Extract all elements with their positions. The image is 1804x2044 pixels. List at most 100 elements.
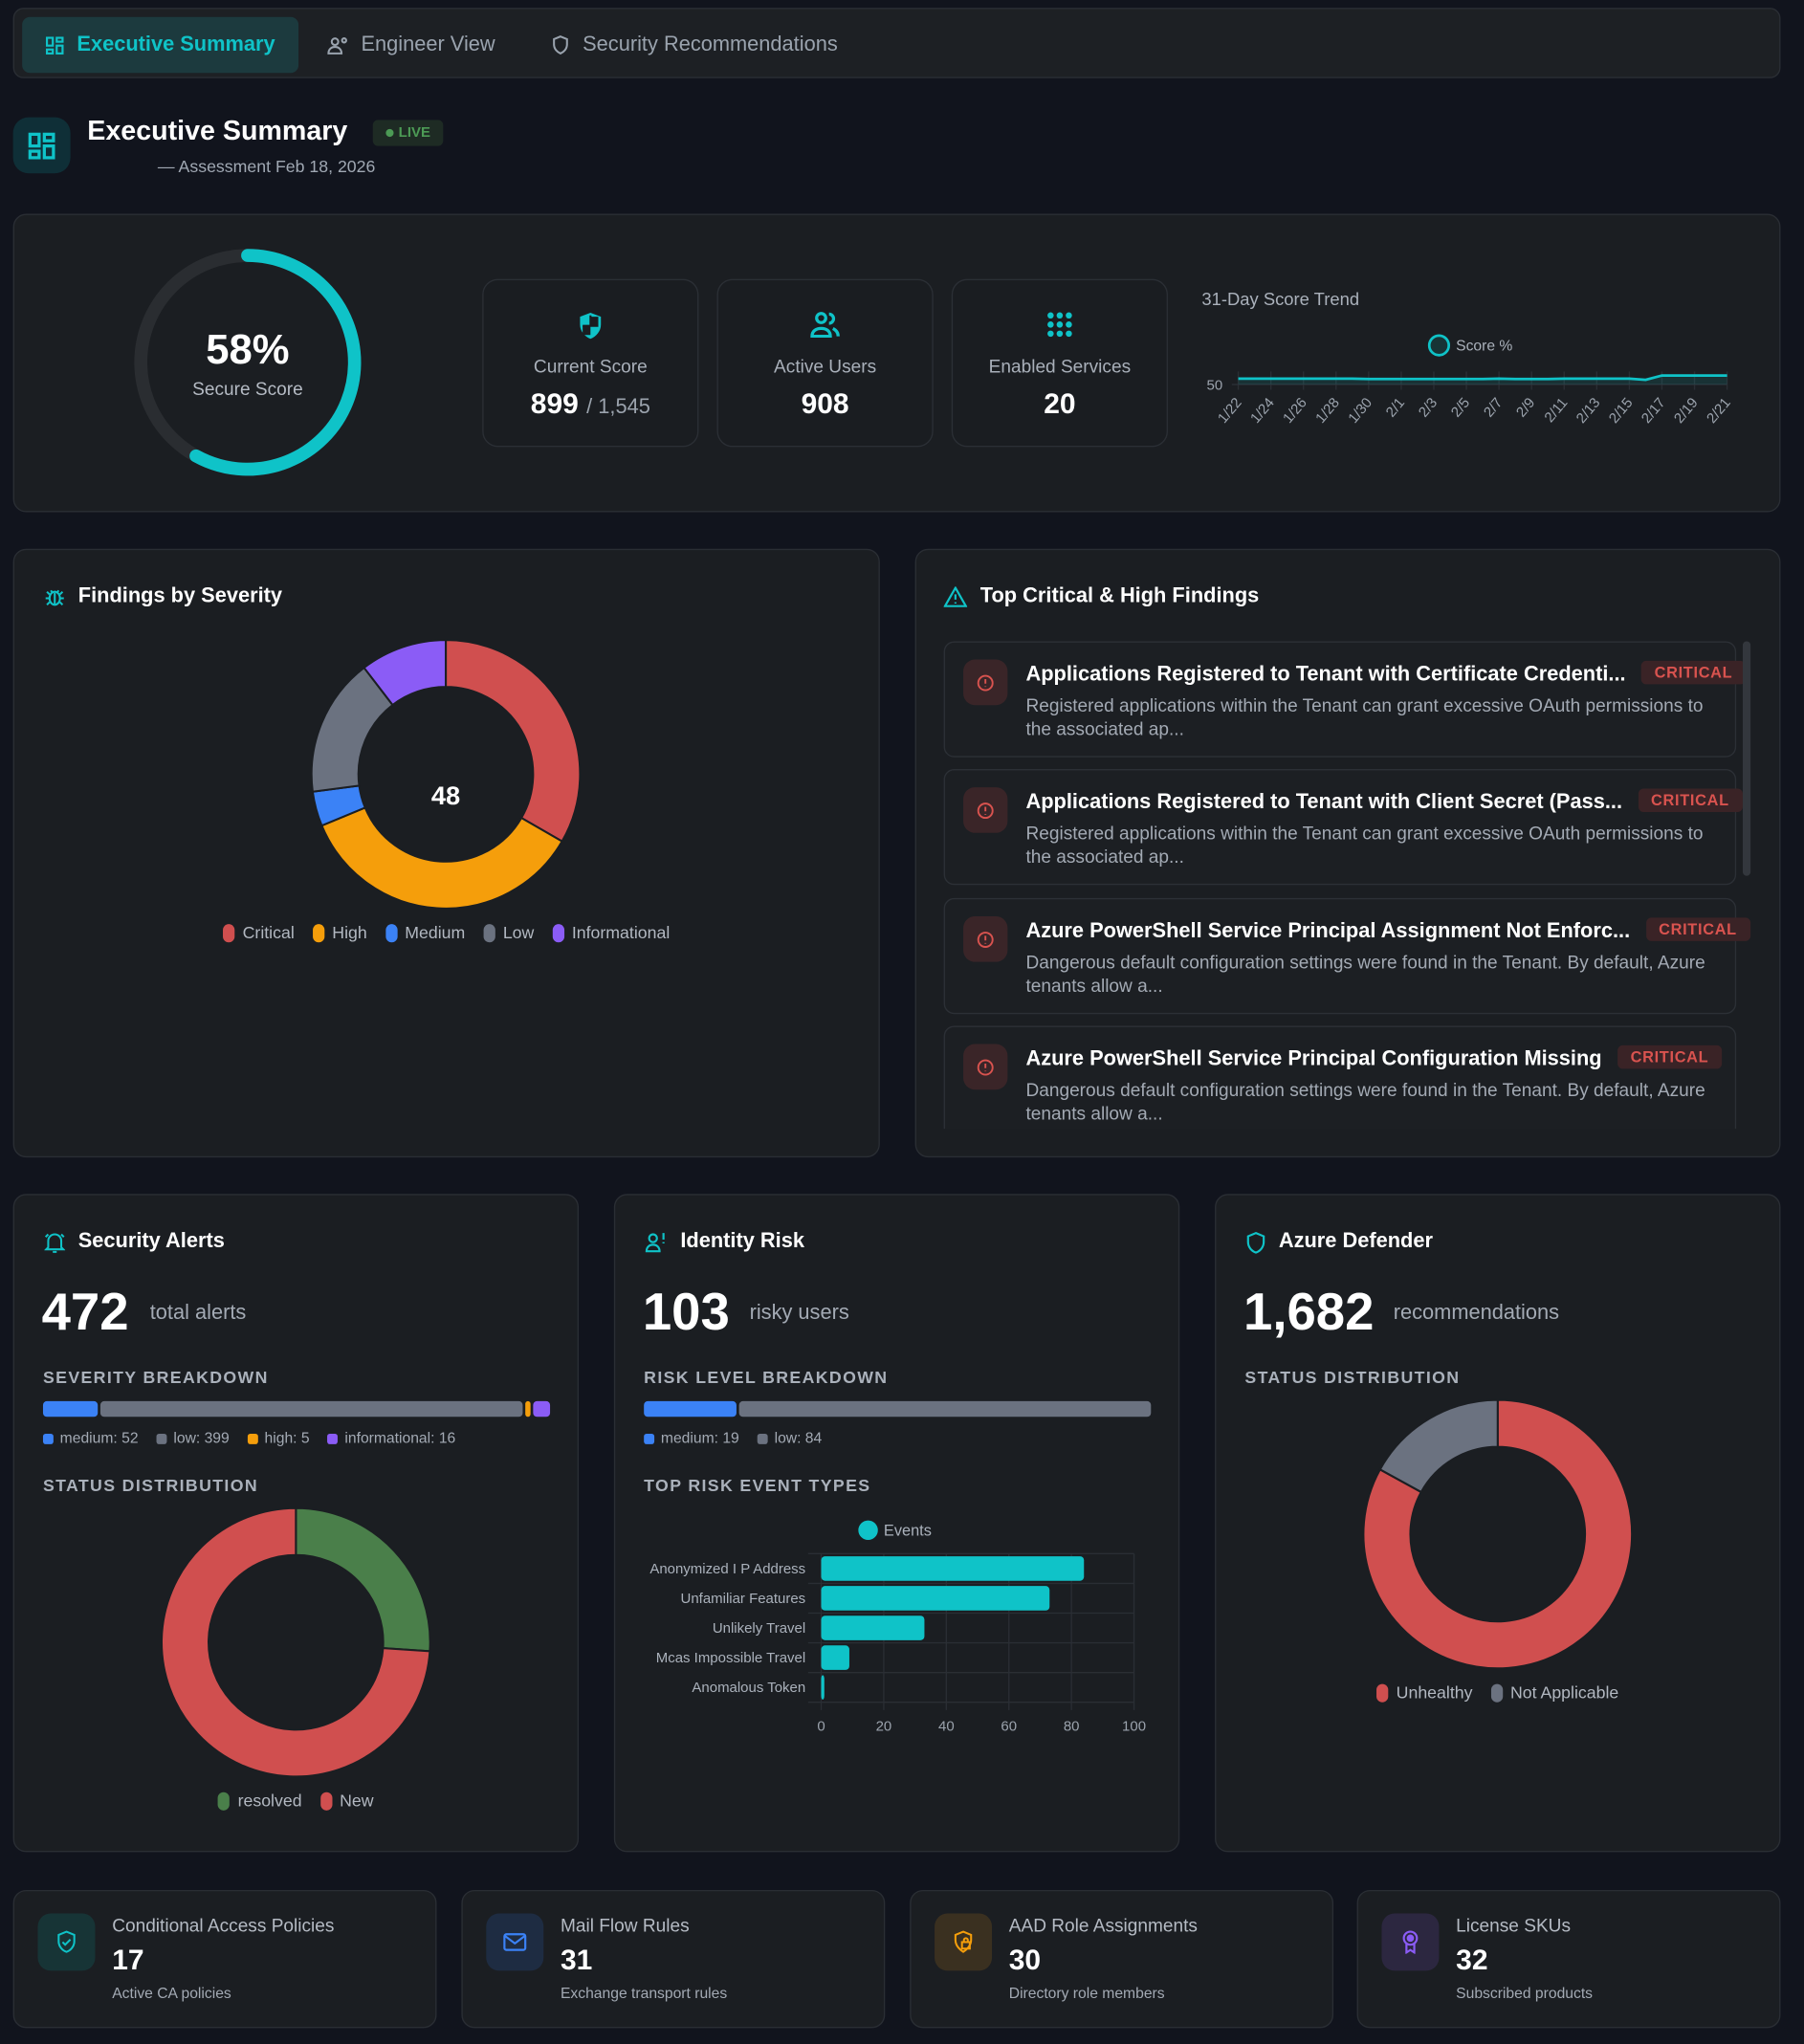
panel-title-text: Azure Defender xyxy=(1278,1230,1433,1253)
legend-item: medium: 52 xyxy=(42,1431,139,1447)
defender-status-donut xyxy=(1362,1398,1634,1670)
donut-slice[interactable] xyxy=(1362,1398,1634,1670)
section-label: STATUS DISTRIBUTION xyxy=(1244,1367,1461,1387)
bar-segment xyxy=(739,1400,1152,1418)
legend-label: Critical xyxy=(242,922,295,943)
legend-swatch xyxy=(1376,1682,1389,1703)
stat-label: Current Score xyxy=(533,356,648,377)
tab-security-recommendations[interactable]: Security Recommendations xyxy=(528,17,861,74)
x-tick-label: 40 xyxy=(938,1719,955,1735)
legend-item[interactable]: resolved xyxy=(218,1791,302,1811)
alert-status-donut xyxy=(160,1506,431,1778)
card-subtitle: Subscribed products xyxy=(1456,1986,1594,2003)
finding-item[interactable]: Azure PowerShell Service Principal Confi… xyxy=(943,1025,1737,1130)
event-bar[interactable] xyxy=(821,1615,925,1640)
severity-badge: CRITICAL xyxy=(1645,917,1750,941)
x-tick-label: 2/15 xyxy=(1606,395,1637,427)
x-tick-label: 2/11 xyxy=(1541,395,1571,426)
mail-icon xyxy=(486,1913,544,1971)
card-subtitle: Exchange transport rules xyxy=(560,1986,728,2003)
legend-item[interactable]: Not Applicable xyxy=(1490,1682,1618,1703)
alert-icon xyxy=(963,659,1008,706)
category-label: Mcas Impossible Travel xyxy=(656,1650,805,1666)
bell-icon xyxy=(44,1232,66,1253)
card-mail-flow-rules[interactable]: Mail Flow Rules 31 Exchange transport ru… xyxy=(461,1889,886,2029)
legend-item[interactable]: New xyxy=(319,1791,374,1811)
card-value: 17 xyxy=(112,1943,144,1976)
legend-item: informational: 16 xyxy=(327,1431,455,1447)
legend-swatch xyxy=(552,923,564,942)
x-tick-label: 1/26 xyxy=(1280,395,1310,427)
legend-item[interactable]: Unhealthy xyxy=(1376,1682,1473,1703)
risky-users-total: 103 xyxy=(642,1284,730,1342)
finding-item[interactable]: Applications Registered to Tenant with C… xyxy=(943,641,1746,758)
legend-label: Low xyxy=(502,922,535,943)
card-label: AAD Role Assignments xyxy=(1008,1914,1198,1936)
legend-item[interactable]: Medium xyxy=(385,923,465,942)
bug-icon xyxy=(45,589,64,606)
dashboard-icon xyxy=(45,35,64,55)
donut-slice[interactable] xyxy=(160,1506,431,1778)
user-warning-icon xyxy=(645,1233,665,1253)
legend-label: Informational xyxy=(571,922,671,943)
azure-defender-panel xyxy=(1215,1194,1781,1853)
legend-item[interactable]: Critical xyxy=(223,923,295,942)
section-label: TOP RISK EVENT TYPES xyxy=(644,1475,871,1496)
risk-level-legend: medium: 19 low: 84 xyxy=(644,1431,822,1447)
panel-title: Security Alerts xyxy=(44,1230,225,1254)
card-subtitle: Directory role members xyxy=(1008,1986,1165,2003)
panel-title: Azure Defender xyxy=(1246,1230,1433,1254)
severity-legend: Critical High Medium Low Informational xyxy=(13,923,880,942)
y-tick-label: 50 xyxy=(1207,377,1223,393)
card-label: Mail Flow Rules xyxy=(560,1914,690,1936)
legend-swatch xyxy=(312,923,325,942)
ring-progress xyxy=(134,249,362,476)
card-label: License SKUs xyxy=(1456,1914,1571,1936)
donut-slice[interactable] xyxy=(1378,1398,1499,1494)
event-bar[interactable] xyxy=(821,1556,1085,1581)
event-bar[interactable] xyxy=(821,1675,825,1700)
finding-item[interactable]: Azure PowerShell Service Principal Assig… xyxy=(943,897,1750,1015)
card-license-skus[interactable]: License SKUs 32 Subscribed products xyxy=(1356,1889,1781,2029)
recommendations-label: recommendations xyxy=(1393,1302,1560,1325)
bar-segment xyxy=(100,1400,523,1418)
tab-engineer-view[interactable]: Engineer View xyxy=(304,17,519,74)
legend-item[interactable]: High xyxy=(312,923,367,942)
section-label: STATUS DISTRIBUTION xyxy=(42,1475,258,1496)
legend-label: Unhealthy xyxy=(1396,1682,1473,1703)
donut-slice[interactable] xyxy=(363,639,448,707)
scrollbar-thumb[interactable] xyxy=(1742,641,1751,876)
legend-swatch xyxy=(757,1433,768,1444)
x-tick-label: 2/3 xyxy=(1416,395,1441,421)
panel-title-text: Identity Risk xyxy=(680,1230,804,1253)
event-bar[interactable] xyxy=(821,1586,1050,1611)
x-tick-label: 2/9 xyxy=(1513,395,1538,421)
severity-badge: CRITICAL xyxy=(1617,1044,1722,1069)
engineer-icon xyxy=(327,36,347,55)
donut-slice[interactable] xyxy=(295,1506,431,1653)
alert-icon xyxy=(963,787,1008,833)
card-conditional-access[interactable]: Conditional Access Policies 17 Active CA… xyxy=(12,1889,437,2029)
tab-executive-summary[interactable]: Executive Summary xyxy=(22,16,299,74)
x-tick-label: 1/22 xyxy=(1215,395,1245,427)
x-tick-label: 0 xyxy=(817,1719,825,1735)
donut-total: 48 xyxy=(430,781,461,811)
risk-level-bar xyxy=(644,1400,1152,1418)
x-tick-label: 2/1 xyxy=(1383,395,1408,421)
tab-label: Executive Summary xyxy=(77,33,275,55)
event-bar[interactable] xyxy=(821,1645,849,1670)
card-aad-role-assignments[interactable]: AAD Role Assignments 30 Directory role m… xyxy=(910,1889,1334,2029)
x-tick-label: 2/7 xyxy=(1481,395,1506,421)
risk-events-bar-chart: Events 0 20 40 60 80 100 Anonymized I P Address… xyxy=(649,1520,1146,1735)
finding-item[interactable]: Applications Registered to Tenant with C… xyxy=(943,769,1743,886)
legend-item[interactable]: Informational xyxy=(552,923,670,942)
donut-slice[interactable] xyxy=(320,806,564,910)
x-tick-label: 1/30 xyxy=(1345,395,1375,427)
live-badge: LIVE xyxy=(372,120,444,146)
x-tick-label: 2/5 xyxy=(1448,395,1473,421)
donut-slice[interactable] xyxy=(445,639,582,844)
x-tick-label: 2/13 xyxy=(1573,395,1604,427)
finding-description: Registered applications within the Tenan… xyxy=(1025,822,1704,868)
category-label: Anomalous Token xyxy=(692,1680,805,1696)
legend-item[interactable]: Low xyxy=(483,923,534,942)
